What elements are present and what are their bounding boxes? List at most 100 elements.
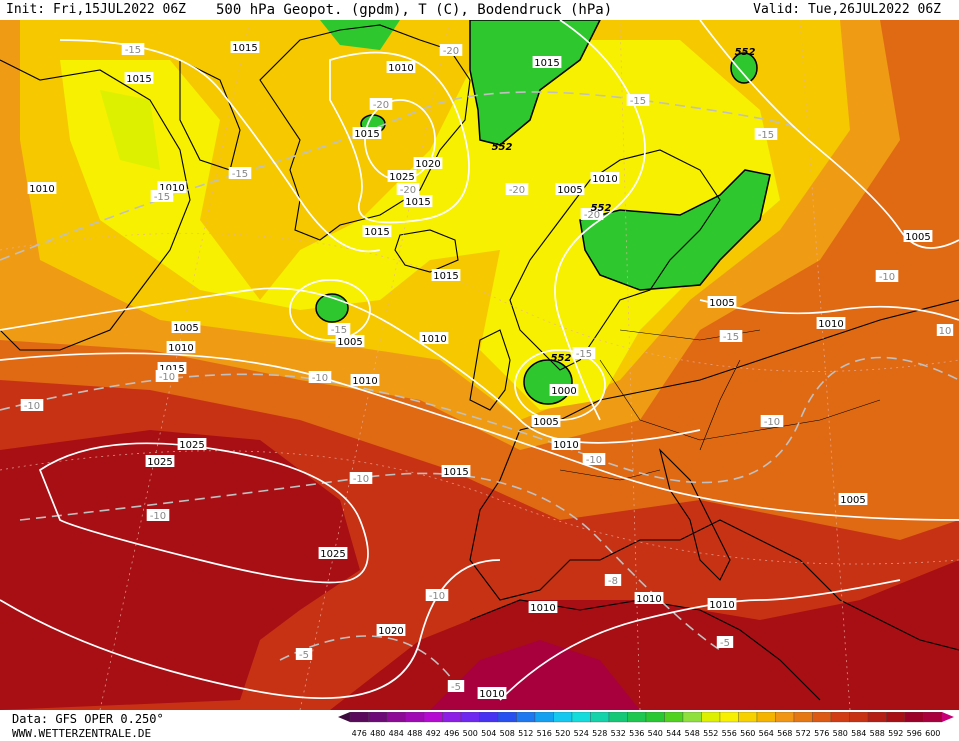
scale-tick-label: 560 xyxy=(740,729,755,738)
isotherm-label: -15 xyxy=(228,167,252,180)
isobar-label: 1025 xyxy=(387,170,417,183)
isobar-label-text: 1015 xyxy=(443,467,468,478)
scale-tick-label: 528 xyxy=(592,729,607,738)
isobar-label-bg xyxy=(838,493,868,505)
isobar-label-text: 1005 xyxy=(533,417,558,428)
scale-swatch xyxy=(682,712,702,723)
coastlines xyxy=(0,24,959,701)
scale-swatch xyxy=(830,712,850,723)
shading-light-green xyxy=(100,90,160,170)
scale-tick-label: 488 xyxy=(407,729,422,738)
isobar-label: 1020 xyxy=(376,624,406,637)
isobar-label-text: 1015 xyxy=(126,74,151,85)
scale-swatch xyxy=(386,712,406,723)
scale-swatch xyxy=(793,712,813,723)
isobar-label-bg xyxy=(816,317,846,329)
scale-swatch xyxy=(664,712,684,723)
scale-swatch xyxy=(368,712,388,723)
isobar-label-text: 1015 xyxy=(364,227,389,238)
isobar-label: 1015 xyxy=(352,127,382,140)
isotherm-label-text: -20 xyxy=(584,210,600,221)
isotherm-label: -20 xyxy=(396,183,420,196)
isotherm-label: -20 xyxy=(580,208,604,221)
isobar-label: 1015 xyxy=(441,465,471,478)
isobar-label: 1000 xyxy=(549,384,579,397)
scale-swatch xyxy=(516,712,536,723)
isobar-label-bg xyxy=(318,547,348,559)
isobar-label-bg xyxy=(477,687,507,699)
isobar-label-bg xyxy=(549,384,579,396)
isobar-label-bg xyxy=(387,170,417,182)
isobar-label: 1025 xyxy=(177,438,207,451)
isotherm-label-text: -5 xyxy=(299,650,309,661)
isobar-label-text: 1010 xyxy=(421,334,446,345)
isotherm-label-bg xyxy=(716,636,734,648)
scale-arrow-left xyxy=(338,712,350,722)
isotherm-label: -10 xyxy=(582,453,606,466)
scale-swatch xyxy=(738,712,758,723)
isotherm-label: -10 xyxy=(20,399,44,412)
geopotential-label-text: 552 xyxy=(492,142,513,153)
isotherm-label: -10 xyxy=(349,472,373,485)
scale-swatch xyxy=(553,712,573,723)
data-source-label: Data: GFS OPER 0.250° xyxy=(12,712,164,726)
color-scale: 476 480 484 488 492 496 500 504 508 512 516 520 524 5… xyxy=(338,712,954,738)
isotherm-label-bg xyxy=(146,509,170,521)
isobar-label: 1015 xyxy=(431,269,461,282)
scale-tick-label: 480 xyxy=(370,729,385,738)
scale-tick-label: 576 xyxy=(814,729,829,738)
isobar-label-bg xyxy=(177,438,207,450)
isobar-label-text: 1020 xyxy=(378,626,403,637)
isotherm-label-text: -10 xyxy=(764,417,780,428)
scale-tick-label: 600 xyxy=(925,729,940,738)
isobar-label-bg xyxy=(376,624,406,636)
isotherm-label-bg xyxy=(327,323,351,335)
isotherm-label-text: -15 xyxy=(723,332,739,343)
scale-swatch xyxy=(590,712,610,723)
isobar-label-text: 1025 xyxy=(389,172,414,183)
isotherm-line-2 xyxy=(0,91,801,261)
isotherm-label-text: -10 xyxy=(353,474,369,485)
scale-swatch xyxy=(534,712,554,723)
isobar-label-bg xyxy=(335,335,365,347)
isobar-label-bg xyxy=(27,182,57,194)
isobar-label-text: 1015 xyxy=(433,271,458,282)
isobar-label-text: 1015 xyxy=(159,364,184,375)
isobar-label-text: 1015 xyxy=(354,129,379,140)
isotherm-label-bg xyxy=(505,183,529,195)
scale-tick-label: 516 xyxy=(537,729,552,738)
isobar-label-bg xyxy=(386,61,416,73)
scale-swatch xyxy=(904,712,924,723)
isotherm-label-text: -15 xyxy=(154,192,170,203)
isobar-line-9 xyxy=(699,299,959,321)
valid-time-label: Valid: Tue,26JUL2022 06Z xyxy=(753,2,941,17)
green-area-scandinavia xyxy=(579,169,771,291)
isobar-label-text: 1005 xyxy=(905,232,930,243)
isobar-label: 1010 xyxy=(350,374,380,387)
isobar-label-bg xyxy=(531,415,561,427)
isobar-label-text: 1010 xyxy=(168,343,193,354)
isotherm-label-bg xyxy=(875,270,899,282)
scale-swatch xyxy=(460,712,480,723)
geopotential-label-text: 552 xyxy=(551,353,572,364)
isotherm-label: -15 xyxy=(572,347,596,360)
scale-tick-label: 504 xyxy=(481,729,496,738)
isotherm-label-bg xyxy=(150,190,174,202)
isotherm-label-text: -20 xyxy=(400,185,416,196)
isotherm-label-text: -10 xyxy=(24,401,40,412)
isobar-label-bg xyxy=(403,195,433,207)
isobar-label-bg xyxy=(171,321,201,333)
scale-swatch xyxy=(497,712,517,723)
scale-swatch xyxy=(349,712,369,723)
isobar-line-4 xyxy=(329,51,470,224)
isotherm-label-text: -5 xyxy=(720,638,730,649)
grid-line-6 xyxy=(99,20,251,710)
isobar-label-text: 1010 xyxy=(388,63,413,74)
isobar-label-text: 1010 xyxy=(636,594,661,605)
isotherm-label-text: -10 xyxy=(879,272,895,283)
isobar-label-text: 1010 xyxy=(159,183,184,194)
isotherm-label-bg xyxy=(369,98,393,110)
isobar-label-text: 1010 xyxy=(352,376,377,387)
isobar-label-text: 1025 xyxy=(320,549,345,560)
